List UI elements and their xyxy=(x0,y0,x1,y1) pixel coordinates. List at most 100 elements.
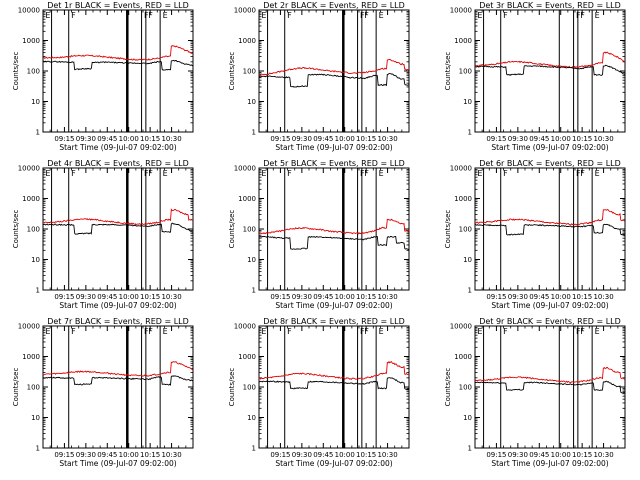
x-tick-label: 09:30 xyxy=(292,293,312,301)
series-red-lld xyxy=(42,361,194,377)
series-black-events xyxy=(42,375,194,386)
flag-label: E xyxy=(45,327,50,336)
x-tick-label: 09:15 xyxy=(54,451,74,459)
series-black-events xyxy=(42,59,194,71)
x-axis-label: Start Time (09-Jul-07 09:02:00) xyxy=(275,301,392,310)
x-tick-label: 10:15 xyxy=(140,135,160,143)
x-tick-label: 09:30 xyxy=(76,293,96,301)
series-black-events xyxy=(474,64,626,76)
y-tick-label: 100 xyxy=(243,226,256,234)
flag-label: E xyxy=(163,169,168,178)
flag-label: F xyxy=(503,11,508,20)
x-axis-label: Start Time (09-Jul-07 09:02:00) xyxy=(59,459,176,468)
x-tick-label: 09:45 xyxy=(313,135,333,143)
x-axis-label: Start Time (09-Jul-07 09:02:00) xyxy=(59,301,176,310)
flag-label: E xyxy=(595,11,600,20)
y-axis-label: Counts/sec xyxy=(228,210,236,249)
panel-title: Det 4r BLACK = Events, RED = LLD xyxy=(47,159,189,168)
flag-label: F xyxy=(576,11,581,20)
series-black-events xyxy=(258,377,410,390)
x-tick-label: 10:15 xyxy=(356,135,376,143)
x-tick-label: 10:00 xyxy=(551,451,571,459)
panel-title: Det 6r BLACK = Events, RED = LLD xyxy=(479,159,621,168)
flag-label: E xyxy=(45,169,50,178)
y-tick-label: 1000 xyxy=(454,195,472,203)
y-tick-label: 10 xyxy=(463,414,472,422)
y-tick-label: 10000 xyxy=(234,7,256,15)
y-tick-label: 10000 xyxy=(18,7,40,15)
x-tick-label: 09:15 xyxy=(486,293,506,301)
y-tick-label: 10000 xyxy=(18,323,40,331)
x-tick-label: 10:00 xyxy=(335,293,355,301)
y-tick-label: 1 xyxy=(468,445,472,453)
y-tick-label: 100 xyxy=(459,384,472,392)
panel-det-5r: Det 5r BLACK = Events, RED = LLD 1 10 100 10… xyxy=(228,159,410,310)
y-tick-label: 1 xyxy=(252,287,256,295)
x-tick-label: 10:15 xyxy=(140,451,160,459)
x-tick-label: 09:45 xyxy=(313,451,333,459)
series-black-events xyxy=(258,73,410,88)
x-tick-label: 10:00 xyxy=(119,293,139,301)
flag-label: F xyxy=(364,169,369,178)
y-tick-label: 100 xyxy=(27,384,40,392)
x-tick-label: 10:15 xyxy=(572,451,592,459)
y-tick-label: 1000 xyxy=(454,353,472,361)
y-tick-label: 1 xyxy=(36,445,40,453)
series-black-events xyxy=(474,223,626,236)
x-tick-label: 10:30 xyxy=(161,135,181,143)
flag-label: F xyxy=(148,11,153,20)
flag-label: F xyxy=(503,169,508,178)
x-tick-label: 10:15 xyxy=(356,451,376,459)
x-tick-label: 09:30 xyxy=(76,451,96,459)
panel-title: Det 3r BLACK = Events, RED = LLD xyxy=(479,1,621,10)
series-red-lld xyxy=(258,58,410,76)
x-tick-label: 09:45 xyxy=(97,451,117,459)
y-axis-label: Counts/sec xyxy=(228,52,236,91)
x-axis-label: Start Time (09-Jul-07 09:02:00) xyxy=(491,459,608,468)
panel-det-8r: Det 8r BLACK = Events, RED = LLD 1 10 100 10… xyxy=(228,317,410,468)
y-tick-label: 1000 xyxy=(238,353,256,361)
x-tick-label: 10:15 xyxy=(140,293,160,301)
x-tick-label: 09:30 xyxy=(508,135,528,143)
y-axis-label: Counts/sec xyxy=(12,210,20,249)
x-tick-label: 10:30 xyxy=(161,293,181,301)
flag-label: E xyxy=(595,169,600,178)
x-tick-label: 09:30 xyxy=(76,135,96,143)
series-red-lld xyxy=(258,360,410,380)
x-tick-label: 10:30 xyxy=(161,451,181,459)
y-tick-label: 1 xyxy=(252,445,256,453)
flag-label: E xyxy=(379,11,384,20)
panel-title: Det 1r BLACK = Events, RED = LLD xyxy=(47,1,189,10)
y-axis-label: Counts/sec xyxy=(444,210,452,249)
y-tick-label: 100 xyxy=(27,226,40,234)
flag-label: E xyxy=(477,327,482,336)
y-tick-label: 1000 xyxy=(22,37,40,45)
series-red-lld xyxy=(42,208,194,226)
x-tick-label: 10:00 xyxy=(119,451,139,459)
x-tick-label: 09:15 xyxy=(486,135,506,143)
flag-label: F xyxy=(576,169,581,178)
flag-label: F xyxy=(71,169,76,178)
flag-label: F xyxy=(364,327,369,336)
series-black-events xyxy=(42,222,194,235)
y-tick-label: 10 xyxy=(31,98,40,106)
y-tick-label: 100 xyxy=(27,68,40,76)
flag-label: E xyxy=(261,327,266,336)
y-axis-label: Counts/sec xyxy=(444,52,452,91)
flag-label: E xyxy=(163,327,168,336)
x-tick-label: 10:30 xyxy=(377,451,397,459)
panel-det-2r: Det 2r BLACK = Events, RED = LLD 1 10 100 10… xyxy=(228,1,410,152)
y-tick-label: 1000 xyxy=(238,195,256,203)
x-tick-label: 10:00 xyxy=(119,135,139,143)
x-tick-label: 10:00 xyxy=(551,293,571,301)
y-tick-label: 10000 xyxy=(450,323,472,331)
y-tick-label: 1000 xyxy=(454,37,472,45)
y-tick-label: 10000 xyxy=(234,323,256,331)
y-tick-label: 10000 xyxy=(450,7,472,15)
x-tick-label: 10:30 xyxy=(593,135,613,143)
flag-label: F xyxy=(144,169,149,178)
y-tick-label: 100 xyxy=(243,384,256,392)
x-tick-label: 10:30 xyxy=(593,451,613,459)
flag-label: F xyxy=(287,169,292,178)
flag-label: F xyxy=(360,169,365,178)
